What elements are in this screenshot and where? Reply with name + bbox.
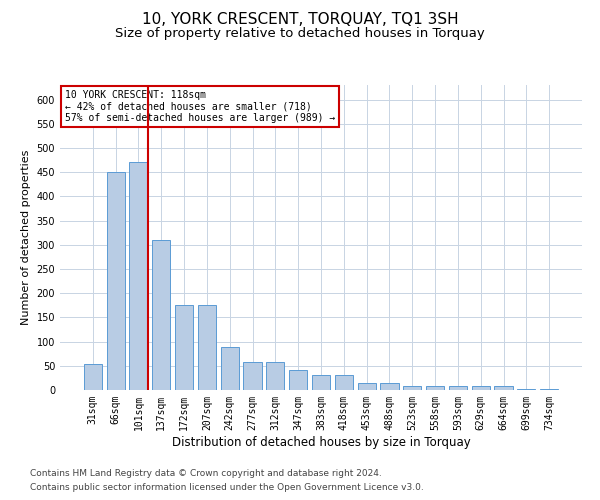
Bar	[358, 383, 376, 390]
Bar	[221, 348, 239, 390]
Bar	[84, 364, 102, 390]
Bar	[472, 386, 490, 390]
Bar	[312, 376, 330, 390]
Text: Contains public sector information licensed under the Open Government Licence v3: Contains public sector information licen…	[30, 484, 424, 492]
Text: Contains HM Land Registry data © Crown copyright and database right 2024.: Contains HM Land Registry data © Crown c…	[30, 468, 382, 477]
Bar	[380, 383, 398, 390]
Bar	[244, 362, 262, 390]
Bar	[130, 162, 148, 390]
Bar	[289, 370, 307, 390]
X-axis label: Distribution of detached houses by size in Torquay: Distribution of detached houses by size …	[172, 436, 470, 448]
Bar	[335, 376, 353, 390]
Bar	[266, 362, 284, 390]
Bar	[403, 386, 421, 390]
Y-axis label: Number of detached properties: Number of detached properties	[21, 150, 31, 325]
Text: Size of property relative to detached houses in Torquay: Size of property relative to detached ho…	[115, 28, 485, 40]
Bar	[494, 386, 512, 390]
Bar	[152, 240, 170, 390]
Bar	[540, 388, 558, 390]
Text: 10, YORK CRESCENT, TORQUAY, TQ1 3SH: 10, YORK CRESCENT, TORQUAY, TQ1 3SH	[142, 12, 458, 28]
Bar	[426, 386, 444, 390]
Bar	[517, 388, 535, 390]
Text: 10 YORK CRESCENT: 118sqm
← 42% of detached houses are smaller (718)
57% of semi-: 10 YORK CRESCENT: 118sqm ← 42% of detach…	[65, 90, 335, 123]
Bar	[107, 172, 125, 390]
Bar	[175, 306, 193, 390]
Bar	[449, 386, 467, 390]
Bar	[198, 306, 216, 390]
